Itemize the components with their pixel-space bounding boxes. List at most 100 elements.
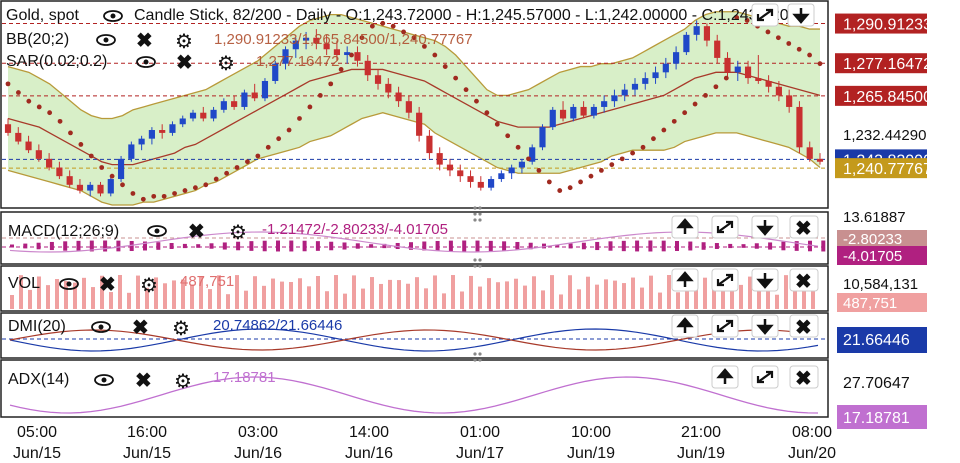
- volume-bar: [685, 275, 689, 309]
- macd-histogram-bar: [369, 244, 374, 248]
- macd-axis-tag-low: [837, 246, 927, 265]
- time-label: 03:00: [238, 424, 278, 441]
- dmi-axis-tag: [837, 327, 927, 353]
- candle-body: [333, 49, 340, 56]
- sar-dot: [630, 150, 636, 156]
- vol-axis-val: 487,751: [843, 295, 897, 312]
- candle-body: [416, 112, 423, 136]
- eye-icon[interactable]: [59, 278, 79, 290]
- expand-button[interactable]: [711, 268, 739, 292]
- candle-body: [302, 37, 310, 41]
- sar-dot: [526, 156, 531, 162]
- sar-label: SAR(0.02;0.2): [6, 53, 107, 70]
- close-icon: ✖: [795, 317, 812, 339]
- volume-bar: [154, 277, 158, 309]
- close-panel-button[interactable]: ✖: [789, 215, 819, 240]
- time-label: 16:00: [127, 424, 167, 441]
- volume-bar: [145, 287, 149, 309]
- close-panel-button[interactable]: ✖: [789, 365, 819, 390]
- close-icon[interactable]: ✖: [176, 52, 193, 74]
- close-icon[interactable]: ✖: [188, 221, 205, 243]
- volume-bar: [388, 279, 392, 309]
- sar-dot: [369, 23, 375, 29]
- move-down-button[interactable]: [751, 268, 779, 292]
- eye-icon[interactable]: [103, 10, 123, 22]
- macd-histogram-bar: [315, 241, 320, 251]
- macd-axis-low: -4.01705: [843, 248, 902, 265]
- move-up-button[interactable]: [671, 314, 699, 338]
- move-up-button[interactable]: [671, 215, 699, 239]
- macd-histogram-bar: [542, 243, 546, 249]
- expand-button[interactable]: [751, 365, 779, 389]
- eye-icon[interactable]: [91, 321, 111, 333]
- candle-body: [652, 72, 659, 79]
- close-icon[interactable]: ✖: [99, 274, 116, 296]
- close-icon[interactable]: ✖: [132, 317, 149, 339]
- close-icon[interactable]: ✖: [135, 370, 152, 392]
- move-up-button[interactable]: [671, 268, 699, 292]
- gear-icon[interactable]: ⚙: [174, 371, 192, 393]
- close-panel-button[interactable]: ✖: [789, 314, 819, 339]
- candle-body: [662, 63, 669, 73]
- volume-bar: [307, 286, 311, 309]
- date-label: Jun/19: [567, 445, 615, 462]
- macd-histogram-bar: [754, 243, 759, 249]
- expand-button[interactable]: [711, 314, 739, 338]
- candle-body: [765, 80, 772, 87]
- move-down-button[interactable]: [787, 3, 815, 27]
- macd-histogram-bar: [23, 243, 28, 249]
- close-panel-button[interactable]: ✖: [789, 268, 819, 293]
- expand-icon: [716, 273, 734, 287]
- candle-body: [724, 57, 731, 73]
- sar-dot: [78, 142, 84, 147]
- adx-value: 17.18781: [213, 369, 276, 386]
- sar-dot: [297, 116, 302, 121]
- macd-histogram-bar: [236, 241, 241, 251]
- move-down-button[interactable]: [751, 314, 779, 338]
- expand-button[interactable]: [711, 215, 739, 239]
- volume-bar: [289, 282, 293, 309]
- adx-panel[interactable]: [0, 359, 829, 418]
- time-label: 05:00: [17, 424, 57, 441]
- panel-resize-handle[interactable]: [473, 206, 482, 362]
- vol-label: VOL: [8, 275, 40, 292]
- sar-dot: [713, 84, 719, 90]
- candle-body: [189, 112, 197, 119]
- eye-icon[interactable]: [136, 56, 156, 68]
- macd-histogram-bar: [49, 241, 54, 251]
- eye-icon[interactable]: [96, 34, 116, 46]
- macd-axis-top: 13.61887: [843, 209, 906, 226]
- sar-dot: [578, 179, 583, 185]
- volume-bar: [532, 276, 536, 309]
- volume-bar: [334, 275, 338, 309]
- move-down-button[interactable]: [751, 215, 779, 239]
- expand-button[interactable]: [751, 3, 779, 27]
- sar-dot: [26, 98, 32, 104]
- gear-icon[interactable]: ⚙: [217, 53, 235, 75]
- eye-icon[interactable]: [94, 374, 114, 386]
- eye-icon[interactable]: [147, 225, 167, 237]
- adx-series: [9, 376, 819, 414]
- macd-label: MACD(12;26;9): [8, 223, 119, 240]
- candle-body: [241, 92, 248, 107]
- macd-histogram-bar: [808, 240, 812, 252]
- gear-icon[interactable]: ⚙: [229, 222, 247, 244]
- gear-icon[interactable]: ⚙: [140, 275, 158, 297]
- date-label: Jun/15: [13, 445, 61, 462]
- sar-dot: [88, 153, 94, 159]
- move-up-button[interactable]: [711, 365, 739, 389]
- macd-histogram-bar: [688, 241, 693, 251]
- macd-histogram-bar: [781, 241, 786, 251]
- candle-body: [683, 34, 690, 53]
- gear-icon[interactable]: ⚙: [175, 31, 193, 53]
- volume-bar: [676, 292, 680, 309]
- sar-dot: [703, 93, 708, 98]
- candle-body: [272, 63, 279, 81]
- sar-dot: [494, 121, 500, 127]
- macd-histogram-bar: [621, 240, 626, 252]
- sar-dot: [192, 185, 198, 191]
- gear-icon[interactable]: ⚙: [172, 318, 190, 340]
- sar-dot: [484, 110, 490, 116]
- volume-bar: [19, 275, 23, 309]
- close-icon[interactable]: ✖: [136, 30, 153, 52]
